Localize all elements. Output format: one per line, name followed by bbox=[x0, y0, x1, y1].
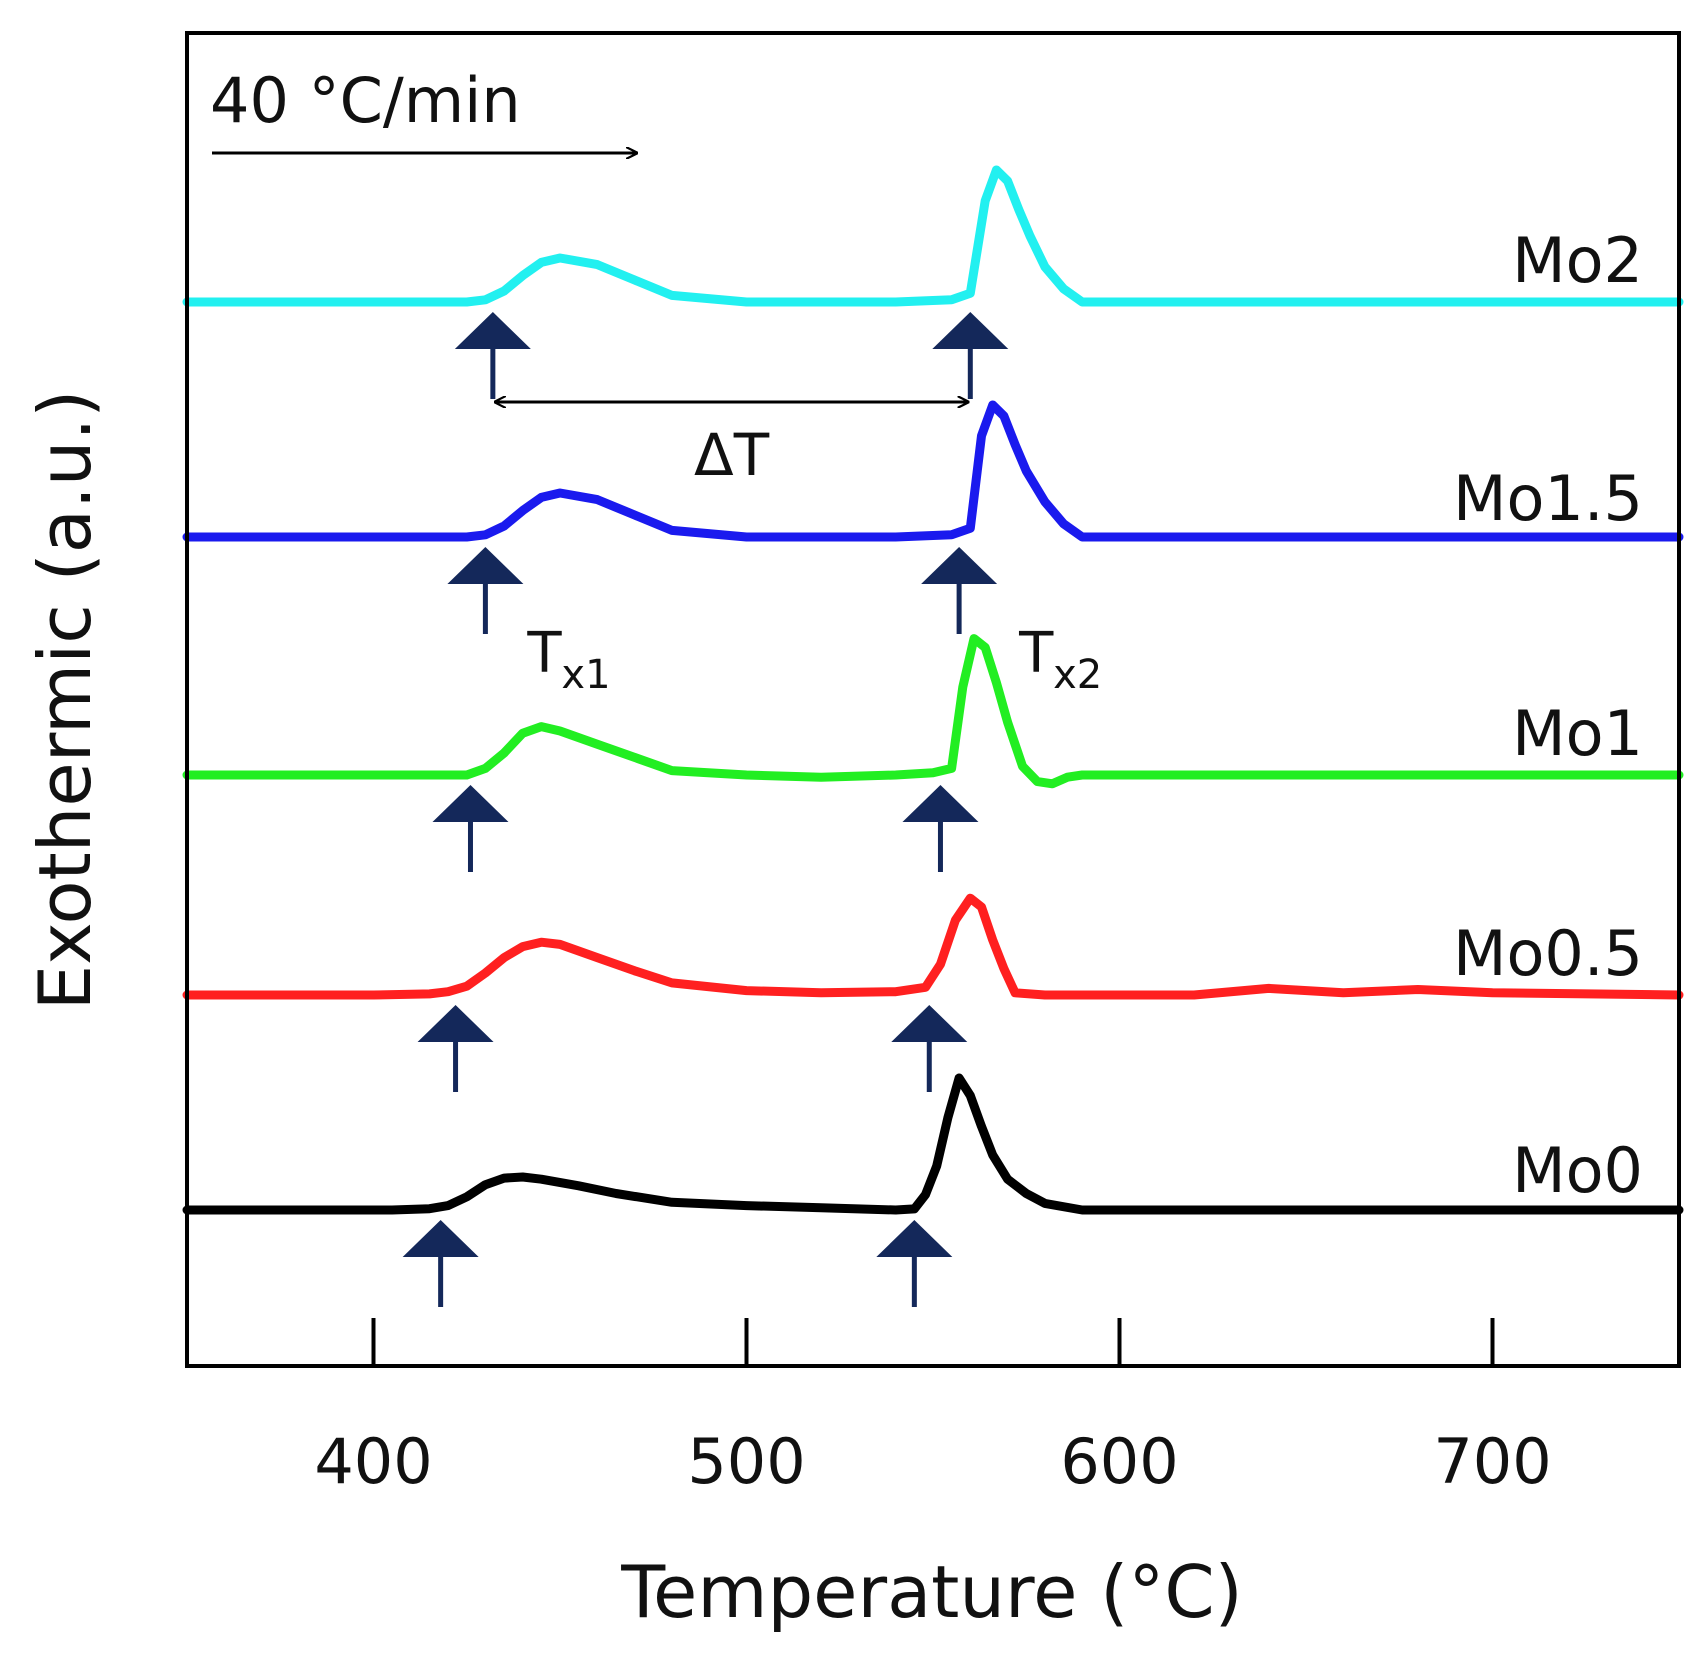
x-ticks: 400 500 600 700 bbox=[314, 1318, 1552, 1498]
tx2-arrow-Mo1.5 bbox=[921, 547, 998, 634]
x-tick-label-500: 500 bbox=[687, 1425, 805, 1498]
tx1-arrow-Mo0-head bbox=[402, 1220, 479, 1257]
delta-t-annotation: ΔT bbox=[495, 402, 968, 489]
tx1-arrow-Mo0.5 bbox=[417, 1005, 494, 1092]
series-line-Mo0.5 bbox=[182, 893, 1684, 1000]
series-line-Mo1 bbox=[182, 634, 1684, 789]
tx1-arrow-Mo2 bbox=[454, 312, 531, 399]
tx2-arrow-Mo1.5-head bbox=[921, 547, 998, 584]
tx2-subscript: x2 bbox=[1053, 652, 1102, 698]
tx1-arrow-Mo1 bbox=[432, 785, 509, 872]
tx2-arrow-Mo2 bbox=[932, 312, 1009, 399]
tx1-subscript: x1 bbox=[561, 652, 610, 698]
series-line-Mo0 bbox=[182, 1073, 1684, 1215]
tx2-arrow-Mo1 bbox=[902, 785, 979, 872]
series-label-Mo2: Mo2 bbox=[1512, 224, 1643, 297]
tx2-arrow-Mo0 bbox=[876, 1220, 953, 1307]
tx1-arrow-Mo0.5-head bbox=[417, 1005, 494, 1042]
onset-arrows bbox=[402, 312, 1009, 1307]
series-label-Mo1.5: Mo1.5 bbox=[1453, 462, 1643, 535]
tx1-arrow-Mo0 bbox=[402, 1220, 479, 1307]
delta-t-label: ΔT bbox=[694, 421, 770, 489]
series-line-Mo1.5 bbox=[182, 400, 1684, 542]
series-label-Mo0.5: Mo0.5 bbox=[1453, 917, 1643, 990]
tx1-arrow-Mo1.5-head bbox=[447, 547, 524, 584]
y-axis-title: Exothermic (a.u.) bbox=[23, 390, 107, 1011]
tx2-arrow-Mo1-head bbox=[902, 785, 979, 822]
tx1-annotation: T x1 bbox=[526, 621, 610, 698]
series-label-Mo0: Mo0 bbox=[1512, 1134, 1643, 1207]
tx1-arrow-Mo2-head bbox=[454, 312, 531, 349]
tx2-label: T bbox=[1018, 621, 1054, 686]
series-layer: Mo0 Mo0.5 Mo1 Mo1.5 Mo2 bbox=[182, 165, 1684, 1215]
x-tick-label-600: 600 bbox=[1060, 1425, 1178, 1498]
tx1-arrow-Mo1-head bbox=[432, 785, 509, 822]
tx2-arrow-Mo0-head bbox=[876, 1220, 953, 1257]
plot-frame bbox=[185, 31, 1681, 1368]
tx2-annotation: T x2 bbox=[1018, 621, 1102, 698]
tx1-label: T bbox=[526, 621, 562, 686]
tx2-arrow-Mo0.5 bbox=[891, 1005, 968, 1092]
tx2-arrow-Mo0.5-head bbox=[891, 1005, 968, 1042]
series-label-Mo1: Mo1 bbox=[1512, 697, 1643, 770]
tx2-arrow-Mo2-head bbox=[932, 312, 1009, 349]
series-line-Mo2 bbox=[182, 165, 1684, 307]
x-axis-title: Temperature (°C) bbox=[620, 1550, 1242, 1634]
x-tick-label-400: 400 bbox=[314, 1425, 432, 1498]
heating-rate-label: 40 °C/min bbox=[210, 64, 521, 137]
x-tick-label-700: 700 bbox=[1433, 1425, 1551, 1498]
tx1-arrow-Mo1.5 bbox=[447, 547, 524, 634]
heating-rate-annotation: 40 °C/min bbox=[210, 64, 637, 153]
